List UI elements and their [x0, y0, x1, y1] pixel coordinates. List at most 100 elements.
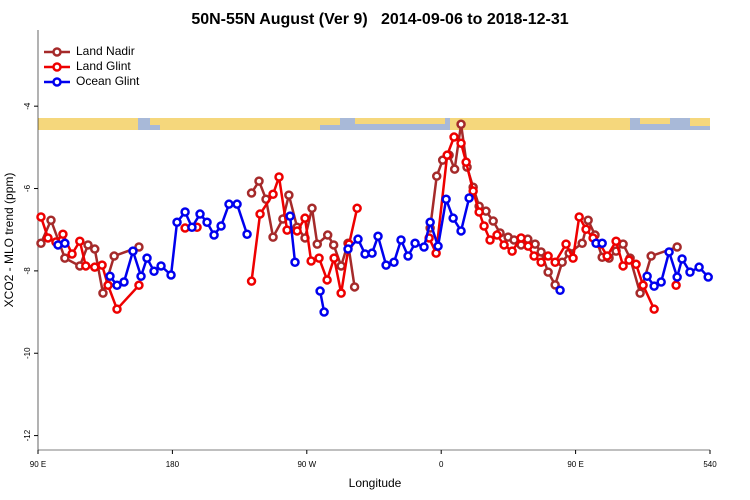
- y-tick-label: -6: [23, 184, 32, 192]
- data-point: [284, 190, 294, 200]
- data-point: [577, 238, 587, 249]
- data-point: [172, 217, 182, 228]
- data-point: [112, 280, 122, 291]
- data-point: [43, 233, 53, 243]
- data-point: [307, 203, 317, 214]
- data-point: [216, 221, 226, 231]
- data-point: [328, 240, 339, 250]
- legend-label: Land Glint: [76, 59, 131, 73]
- data-point: [268, 189, 278, 200]
- data-point: [671, 280, 681, 291]
- data-point: [149, 266, 159, 277]
- x-tick-label: 90 W: [297, 460, 316, 469]
- data-point: [441, 194, 451, 204]
- data-point: [353, 234, 363, 244]
- data-point: [195, 209, 205, 219]
- data-point: [703, 272, 713, 282]
- y-tick-label: -8: [23, 267, 32, 275]
- data-point: [474, 207, 484, 217]
- data-point: [555, 285, 565, 295]
- data-point: [46, 215, 56, 225]
- data-point: [232, 199, 242, 209]
- data-point: [664, 247, 674, 257]
- data-point: [529, 251, 539, 261]
- data-point: [246, 276, 257, 286]
- data-point: [134, 242, 144, 252]
- data-point: [315, 286, 325, 296]
- data-point: [312, 239, 323, 249]
- data-point: [464, 193, 474, 203]
- data-point: [672, 242, 682, 252]
- data-point: [694, 262, 704, 272]
- data-point: [97, 260, 107, 270]
- data-point: [507, 246, 517, 256]
- data-point: [685, 267, 695, 277]
- y-tick-label: -12: [23, 429, 32, 441]
- data-point: [319, 307, 329, 317]
- y-tick-label: -4: [23, 102, 32, 110]
- data-point: [136, 271, 146, 281]
- data-point: [642, 271, 652, 281]
- data-point: [224, 199, 234, 209]
- data-point: [336, 288, 346, 298]
- data-point: [543, 267, 553, 277]
- data-point: [367, 248, 377, 258]
- data-point: [646, 251, 656, 261]
- data-point: [492, 230, 502, 240]
- data-point: [403, 251, 413, 261]
- data-point: [134, 280, 144, 291]
- data-point: [523, 241, 533, 251]
- data-point: [419, 242, 429, 252]
- data-point: [597, 238, 607, 249]
- data-point: [468, 186, 478, 196]
- data-point: [456, 226, 466, 236]
- data-point: [314, 253, 324, 263]
- data-point: [255, 209, 265, 219]
- data-point: [381, 260, 391, 270]
- data-point: [58, 229, 68, 239]
- data-point: [83, 240, 93, 250]
- data-point: [336, 261, 346, 271]
- x-tick-label: 90 E: [567, 460, 583, 469]
- data-point: [36, 238, 46, 249]
- data-point: [431, 171, 442, 181]
- x-tick-label: 90 E: [30, 460, 46, 469]
- data-point: [677, 254, 687, 264]
- data-point: [602, 251, 612, 261]
- data-point: [75, 236, 85, 246]
- data-point: [461, 157, 471, 167]
- data-point: [536, 247, 546, 257]
- data-point: [242, 229, 252, 239]
- data-point: [635, 288, 645, 298]
- data-point: [292, 226, 302, 236]
- data-point: [89, 262, 100, 272]
- y-axis-label: XCO2 - MLO trend (ppm): [2, 173, 16, 308]
- data-point: [274, 172, 284, 182]
- data-point: [550, 257, 560, 267]
- data-point: [442, 150, 452, 160]
- data-point: [105, 271, 115, 281]
- data-point: [456, 138, 466, 148]
- data-point: [624, 255, 634, 265]
- legend-marker: [52, 77, 62, 87]
- data-point: [649, 304, 659, 314]
- data-point: [672, 272, 682, 282]
- data-point: [109, 251, 119, 261]
- data-point: [329, 253, 339, 263]
- data-point: [536, 257, 546, 267]
- legend-label: Land Nadir: [76, 44, 135, 58]
- data-point: [618, 261, 628, 271]
- data-point: [611, 236, 621, 246]
- data-point: [254, 176, 264, 186]
- data-point: [543, 251, 553, 261]
- data-point: [103, 280, 113, 291]
- data-point: [456, 119, 466, 130]
- data-point: [166, 270, 176, 280]
- data-point: [631, 259, 641, 270]
- data-point: [268, 232, 278, 242]
- data-point: [306, 256, 316, 266]
- data-point: [425, 217, 435, 228]
- chart-title: 50N-55N August (Ver 9) 2014-09-06 to 201…: [191, 11, 568, 28]
- data-point: [410, 238, 420, 249]
- data-point: [574, 212, 584, 222]
